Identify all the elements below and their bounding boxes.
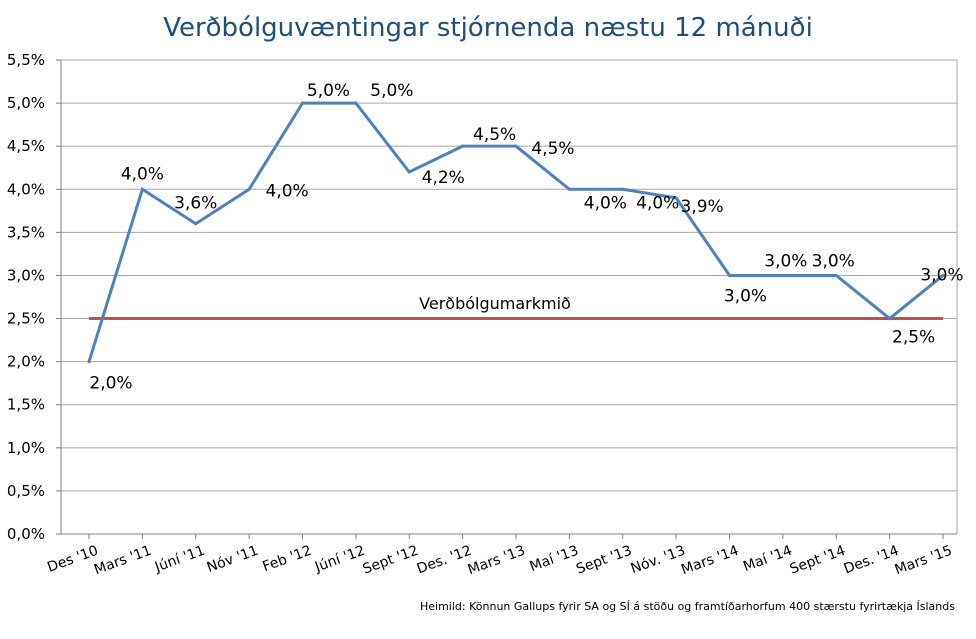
data-point xyxy=(674,196,678,200)
data-label: 2,0% xyxy=(89,374,132,394)
y-tick-label: 2,5% xyxy=(7,310,45,328)
data-point xyxy=(87,360,91,364)
y-tick-label: 4,0% xyxy=(7,180,45,198)
x-tick-label: Mars '15 xyxy=(893,543,955,578)
data-label: 4,0% xyxy=(636,193,679,213)
x-tick-label: Des. '12 xyxy=(415,543,474,578)
data-label: 3,0% xyxy=(920,265,963,285)
y-tick-label: 5,5% xyxy=(7,51,45,69)
x-tick-label: Maí '13 xyxy=(528,543,581,575)
x-tick-label: Mars '11 xyxy=(92,543,154,578)
data-label: 3,0% xyxy=(812,251,855,271)
data-label: 4,0% xyxy=(266,181,309,201)
series-group xyxy=(87,101,945,364)
data-point xyxy=(301,101,304,105)
data-point xyxy=(140,187,144,191)
y-tick-label: 4,5% xyxy=(7,137,45,155)
y-tick-label: 1,0% xyxy=(7,439,45,457)
data-point xyxy=(728,273,731,277)
x-tick-label: Des '10 xyxy=(45,543,100,576)
x-tick-label: Mars '14 xyxy=(679,543,741,579)
data-label: 2,5% xyxy=(892,328,935,348)
y-tick-label: 0,0% xyxy=(7,525,45,543)
data-point xyxy=(621,187,625,191)
data-point xyxy=(514,144,518,148)
data-point xyxy=(888,317,892,321)
x-tick-label: Mars '13 xyxy=(466,543,528,578)
x-tick-label: Nóv '11 xyxy=(205,543,261,576)
y-tick-label: 3,0% xyxy=(7,266,45,284)
data-label: 4,0% xyxy=(584,193,627,213)
x-tick-label: Sept '14 xyxy=(788,543,848,578)
data-label: 3,6% xyxy=(174,194,217,214)
x-tick-label: Sept '12 xyxy=(361,543,421,578)
source-note: Heimild: Könnun Gallups fyrir SA og SÍ á… xyxy=(420,600,955,613)
y-tick-labels: 0,0% 0,5% 1,0% 1,5% 2,0% 2,5% 3,0% 3,5% 4,0% 4,5%… xyxy=(7,51,45,543)
data-label: 4,2% xyxy=(422,168,465,188)
data-label: 3,0% xyxy=(764,251,807,271)
x-tick-label: Júní '11 xyxy=(152,543,207,576)
y-tick-label: 0,5% xyxy=(7,482,45,500)
data-label: 4,5% xyxy=(531,139,574,159)
target-line-label: Verðbólgumarkmið xyxy=(419,294,571,313)
x-tick-label: Des. '14 xyxy=(842,543,901,578)
y-tick-label: 1,5% xyxy=(7,396,45,414)
data-point xyxy=(941,273,945,277)
data-label: 5,0% xyxy=(370,81,413,101)
data-label: 3,9% xyxy=(681,197,724,217)
axes xyxy=(56,59,958,539)
y-tick-label: 5,0% xyxy=(7,94,45,112)
data-point xyxy=(354,101,358,105)
y-tick-label: 2,0% xyxy=(7,353,45,371)
data-label: 4,5% xyxy=(473,125,516,145)
data-point xyxy=(834,273,838,277)
x-tick-label: Sept '13 xyxy=(574,543,634,578)
data-point xyxy=(247,187,251,191)
data-point xyxy=(567,187,571,191)
x-tick-label: Feb '12 xyxy=(261,543,314,575)
data-label: 5,0% xyxy=(307,81,350,101)
data-point xyxy=(194,222,198,226)
data-labels: 2,0% 4,0% 3,6% 4,0% 5,0% 5,0% 4,2% 4,5% 4,5% 4,0%… xyxy=(89,81,963,394)
data-label: 4,0% xyxy=(121,164,164,184)
x-tick-label: Maí '14 xyxy=(741,543,794,575)
data-point xyxy=(407,170,411,174)
y-tick-label: 3,5% xyxy=(7,223,45,241)
x-tick-label: Nóv. '13 xyxy=(629,543,688,577)
chart-title: Verðbólguvæntingar stjórnenda næstu 12 m… xyxy=(163,13,813,43)
data-point xyxy=(461,144,465,148)
x-tick-label: Júní '12 xyxy=(312,543,367,576)
data-point xyxy=(781,273,785,277)
data-label: 3,0% xyxy=(724,286,767,306)
